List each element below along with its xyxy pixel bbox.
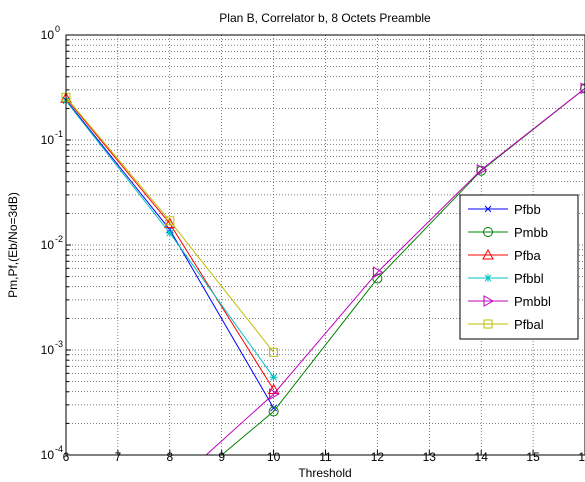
data-point-pmbbl [372, 266, 384, 279]
legend: Pfbb Pmbb Pfba Pfbbl Pmbbl Pfbal [459, 194, 579, 340]
y-tick-label-base: 10 [41, 133, 55, 147]
data-point-pfba [163, 217, 176, 229]
x-tick-label: 7 [115, 450, 122, 464]
x-tick-label: 6 [63, 450, 70, 464]
legend-box [459, 194, 579, 340]
y-tick-label-base: 10 [41, 343, 55, 357]
series-pmbbl [205, 82, 585, 456]
legend-label-pfbal: Pfbal [514, 317, 544, 332]
legend-marker-pfbbl [484, 274, 492, 282]
legend-marker-pfba [482, 248, 494, 260]
legend-label-pfbb: Pfbb [514, 202, 541, 217]
y-tick-label-base: 10 [41, 28, 55, 42]
y-tick-label-exponent: -2 [55, 234, 63, 244]
x-tick-label: 15 [526, 450, 540, 464]
x-tick-labels: 6 7 8 9 10 11 12 13 14 15 16 [63, 450, 585, 464]
x-tick-label: 11 [319, 450, 332, 464]
data-point-pfbal [165, 216, 175, 226]
data-point-pmbbl [580, 82, 585, 95]
legend-marker-pmbbl [483, 295, 495, 307]
series-line-pfbal [65, 96, 274, 353]
legend-label-pfbbl: Pfbbl [514, 271, 544, 286]
y-axis-label: Pm,Pf,(Eb/No=3dB) [6, 192, 20, 298]
legend-marker-pmbb [483, 227, 493, 237]
x-tick-label: 12 [371, 450, 385, 464]
series-line-pmbbl [205, 88, 585, 456]
x-axis-label: Threshold [298, 466, 351, 480]
y-tick-label-exponent: -1 [55, 129, 63, 139]
legend-marker-pfbb [484, 205, 492, 213]
data-point-pmbbl [269, 388, 280, 400]
y-tick-label-exponent: -4 [55, 444, 63, 454]
legend-label-pmbbl: Pmbbl [514, 294, 551, 309]
data-point-pfbb [270, 404, 277, 412]
legend-marker-pfbal [483, 319, 493, 329]
data-point-pmbb [268, 406, 279, 417]
data-point-pmbb [372, 273, 383, 284]
y-tick-label-base: 10 [41, 448, 55, 462]
data-point-pmbbl [476, 163, 488, 176]
y-tick-label-exponent: 0 [55, 24, 60, 34]
tick-layer [65, 39, 585, 456]
chart-title: Plan B, Correlator b, 8 Octets Preamble [219, 11, 431, 25]
x-tick-label: 16 [578, 450, 585, 464]
x-tick-label: 9 [218, 450, 225, 464]
y-tick-label-exponent: -3 [55, 339, 63, 349]
y-tick-label-base: 10 [41, 238, 55, 252]
data-point-pfbbl [269, 373, 278, 382]
series-layer [60, 82, 585, 456]
legend-label-pmbb: Pmbb [514, 225, 548, 240]
x-tick-label: 13 [423, 450, 437, 464]
x-tick-label: 10 [267, 450, 281, 464]
legend-label-pfba: Pfba [514, 248, 542, 263]
data-point-pfbbl [165, 229, 174, 238]
data-point-pfbal [269, 347, 279, 357]
x-tick-label: 14 [475, 450, 489, 464]
series-line-pfba [65, 97, 275, 390]
x-tick-label: 8 [166, 450, 173, 464]
